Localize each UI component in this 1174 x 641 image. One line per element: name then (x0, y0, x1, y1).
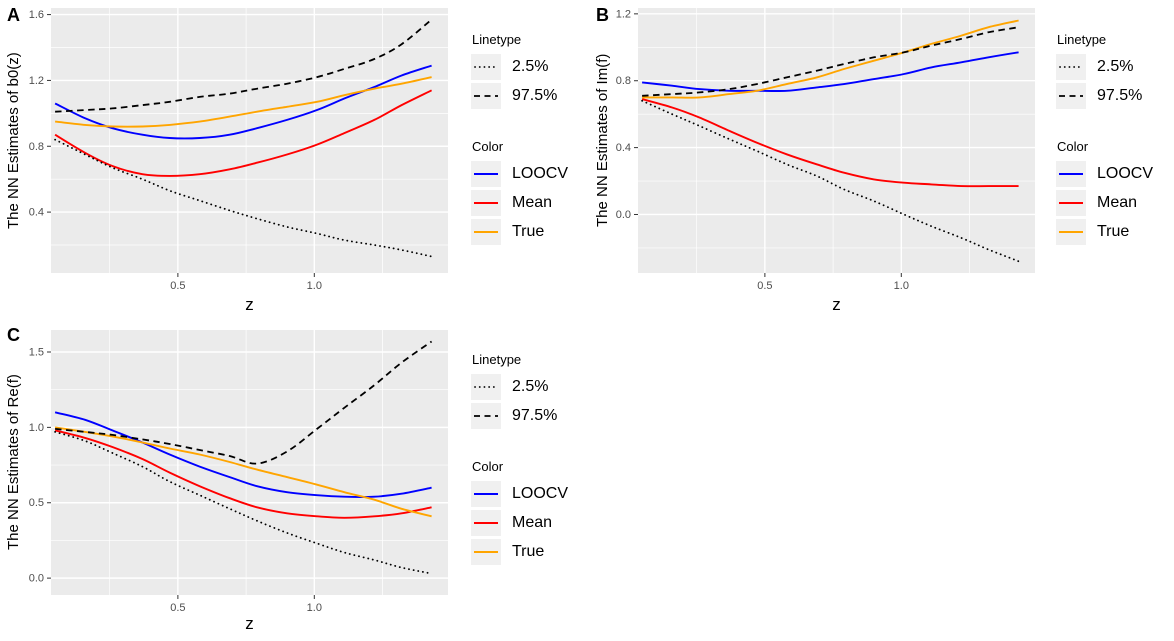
x-axis-title-a: z (245, 295, 254, 314)
blue-line-key-icon (1056, 161, 1086, 187)
dashed-line-key-icon (471, 403, 501, 429)
legend-entry-q97-5: 97.5% (471, 403, 601, 429)
legend-label: True (1097, 223, 1130, 240)
legend-entry-q97-5: 97.5% (1056, 83, 1174, 109)
dashed-line-key-icon (471, 83, 501, 109)
svg-text:0.5: 0.5 (170, 280, 185, 292)
svg-text:0.5: 0.5 (757, 280, 772, 292)
svg-text:1.2: 1.2 (616, 8, 631, 20)
svg-text:1.0: 1.0 (307, 280, 322, 292)
svg-text:0.4: 0.4 (29, 207, 44, 219)
svg-text:1.2: 1.2 (29, 75, 44, 87)
svg-text:0.0: 0.0 (616, 209, 631, 221)
y-axis-title-c: The NN Estimates of Re(f) (5, 374, 22, 551)
legend-entry-mean: Mean (471, 190, 601, 216)
legend-title-linetype: Linetype (472, 32, 522, 47)
dotted-line-key-icon (1056, 54, 1086, 80)
red-line-key-icon (471, 510, 501, 536)
legend-label: 97.5% (512, 407, 558, 424)
svg-text:1.5: 1.5 (29, 347, 44, 359)
legend-label: Mean (512, 194, 553, 211)
chart-c-plot-area: 0.5 1.0 0.0 0.5 1.0 1.5 (29, 330, 448, 614)
legend-label: 2.5% (512, 378, 549, 395)
color-legend-a: Color LOOCV Mean True (471, 139, 601, 245)
legend-entry-q2-5: 2.5% (471, 54, 601, 80)
svg-text:0.4: 0.4 (616, 142, 631, 154)
orange-line-key-icon (471, 539, 501, 565)
legend-entry-loocv: LOOCV (471, 161, 601, 187)
legend-title-linetype: Linetype (472, 352, 522, 367)
legend-entry-q2-5: 2.5% (1056, 54, 1174, 80)
legend-title-color: Color (472, 459, 504, 474)
legend-label: True (512, 543, 545, 560)
orange-line-key-icon (1056, 219, 1086, 245)
legend-entry-mean: Mean (471, 510, 601, 536)
legend-entry-q2-5: 2.5% (471, 374, 601, 400)
x-axis-title-c: z (245, 614, 254, 633)
red-line-key-icon (1056, 190, 1086, 216)
legend-entry-q97-5: 97.5% (471, 83, 601, 109)
dotted-line-key-icon (471, 374, 501, 400)
legend-entry-loocv: LOOCV (1056, 161, 1174, 187)
legend-entry-true: True (471, 219, 601, 245)
svg-text:1.6: 1.6 (29, 9, 44, 21)
legend-title-color: Color (472, 139, 504, 154)
legend-label: 2.5% (1097, 58, 1134, 75)
svg-text:0.5: 0.5 (170, 602, 185, 614)
panel-label-c: C (7, 325, 20, 345)
legend-entry-loocv: LOOCV (471, 481, 601, 507)
svg-text:0.5: 0.5 (29, 497, 44, 509)
y-axis-title-b: The NN Estimates of Im(f) (594, 53, 611, 228)
legend-label: True (512, 223, 545, 240)
legend-panel-a: Linetype 2.5% 97.5% Color LOOCV (471, 32, 601, 248)
color-legend-c: Color LOOCV Mean True (471, 459, 601, 565)
svg-text:0.8: 0.8 (616, 75, 631, 87)
legend-entry-true: True (1056, 219, 1174, 245)
legend-panel-c: Linetype 2.5% 97.5% Color LOOCV (471, 352, 601, 568)
svg-text:0.0: 0.0 (29, 573, 44, 585)
y-axis-title-a: The NN Estimates of b0(z) (5, 52, 22, 229)
svg-text:1.0: 1.0 (29, 422, 44, 434)
linetype-legend-b: Linetype 2.5% 97.5% (1056, 32, 1174, 109)
orange-line-key-icon (471, 219, 501, 245)
dashed-line-key-icon (1056, 83, 1086, 109)
svg-text:1.0: 1.0 (894, 280, 909, 292)
legend-label: 2.5% (512, 58, 549, 75)
legend-label: LOOCV (512, 165, 569, 182)
svg-text:1.0: 1.0 (307, 602, 322, 614)
legend-entry-true: True (471, 539, 601, 565)
chart-b-plot-area: 0.5 1.0 0.0 0.4 0.8 1.2 (616, 8, 1035, 292)
legend-entry-mean: Mean (1056, 190, 1174, 216)
legend-panel-b: Linetype 2.5% 97.5% Color LOOCV (1056, 32, 1174, 248)
linetype-legend-c: Linetype 2.5% 97.5% (471, 352, 601, 429)
color-legend-b: Color LOOCV Mean True (1056, 139, 1174, 245)
legend-title-linetype: Linetype (1057, 32, 1107, 47)
chart-a-plot-area: 0.5 1.0 0.4 0.8 1.2 1.6 (29, 8, 448, 292)
panel-label-a: A (7, 5, 20, 25)
svg-text:0.8: 0.8 (29, 141, 44, 153)
legend-label: Mean (1097, 194, 1138, 211)
blue-line-key-icon (471, 481, 501, 507)
legend-label: Mean (512, 514, 553, 531)
legend-label: LOOCV (512, 485, 569, 502)
panel-label-b: B (596, 5, 609, 25)
dotted-line-key-icon (471, 54, 501, 80)
legend-title-color: Color (1057, 139, 1089, 154)
legend-label: 97.5% (512, 87, 558, 104)
blue-line-key-icon (471, 161, 501, 187)
x-axis-title-b: z (832, 295, 841, 314)
legend-label: 97.5% (1097, 87, 1143, 104)
red-line-key-icon (471, 190, 501, 216)
legend-label: LOOCV (1097, 165, 1154, 182)
linetype-legend-a: Linetype 2.5% 97.5% (471, 32, 601, 109)
